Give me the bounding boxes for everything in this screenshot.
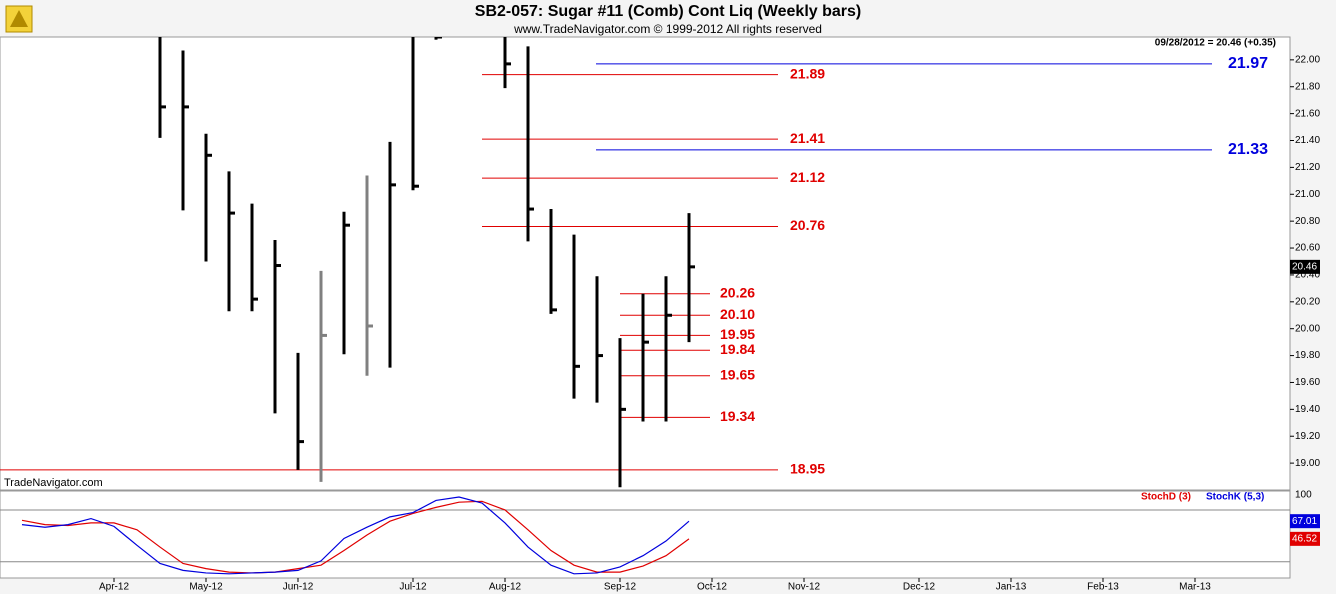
x-tick-label: May-12 (189, 582, 223, 593)
y-tick-label: 19.80 (1295, 350, 1320, 361)
level-label: 18.95 (790, 461, 825, 477)
last-value-box (1290, 531, 1320, 546)
level-label: 21.89 (790, 65, 825, 81)
level-label: 20.10 (720, 306, 755, 322)
x-tick-label: Apr-12 (99, 582, 129, 593)
y-tick-label: 20.40 (1295, 270, 1320, 281)
y-tick-label: 19.00 (1295, 458, 1320, 469)
y-tick-label: 21.40 (1295, 135, 1320, 146)
stoch-line (21, 500, 690, 574)
watermark: TradeNavigator.com (4, 477, 103, 489)
level-label: 19.65 (720, 366, 755, 382)
y-tick-label: 20.60 (1295, 243, 1320, 254)
x-tick-label: Nov-12 (788, 582, 821, 593)
stoch-panel (0, 490, 1291, 579)
logo (5, 5, 33, 33)
y-tick-label: 19.60 (1295, 377, 1320, 388)
level-label: 21.41 (790, 130, 825, 146)
subtitle: www.TradeNavigator.com © 1999-2012 All r… (513, 22, 822, 36)
level-label: 21.33 (1228, 141, 1268, 158)
last-value-box (1290, 514, 1320, 529)
y-tick-label: 21.80 (1295, 81, 1320, 92)
x-tick-label: Mar-13 (1179, 582, 1211, 593)
y-tick-label: 19.20 (1295, 431, 1320, 442)
x-tick-label: Feb-13 (1087, 582, 1119, 593)
last-price-label: 20.46 (1292, 262, 1317, 273)
price-panel (0, 36, 1291, 491)
y-tick-label: 21.20 (1295, 162, 1320, 173)
last-value-label: 46.52 (1292, 533, 1317, 544)
level-label: 19.95 (720, 326, 755, 342)
x-tick-label: Jun-12 (283, 582, 314, 593)
level-label: 20.76 (790, 217, 825, 233)
x-tick-label: Jan-13 (996, 582, 1027, 593)
y-tick-label: 21.00 (1295, 189, 1320, 200)
price-info: 09/28/2012 = 20.46 (+0.35) (1155, 38, 1276, 49)
level-label: 21.97 (1228, 55, 1268, 72)
y-tick-label: 20.00 (1295, 323, 1320, 334)
y-tick-label: 22.00 (1295, 54, 1320, 65)
last-value-label: 67.01 (1292, 516, 1317, 527)
x-tick-label: Aug-12 (489, 582, 522, 593)
legend-entry: StochD (3) (1141, 492, 1191, 503)
x-tick-label: Sep-12 (604, 582, 637, 593)
legend-entry: StochK (5,3) (1206, 492, 1264, 503)
y-tick-label: 21.60 (1295, 108, 1320, 119)
level-label: 20.26 (720, 284, 755, 300)
x-tick-label: Oct-12 (697, 582, 727, 593)
level-label: 19.34 (720, 408, 755, 424)
stoch-line (21, 496, 690, 575)
level-label: 21.12 (790, 169, 825, 185)
x-tick-label: Jul-12 (399, 582, 427, 593)
y-tick-label: 20.80 (1295, 216, 1320, 227)
last-price-box (1290, 259, 1320, 274)
y-tick-label: 20.20 (1295, 296, 1320, 307)
x-tick-label: Dec-12 (903, 582, 936, 593)
chart-title: SB2-057: Sugar #11 (Comb) Cont Liq (Week… (475, 3, 861, 20)
level-label: 19.84 (720, 341, 755, 357)
y-tick-label: 19.40 (1295, 404, 1320, 415)
y-tick-label: 100 (1295, 489, 1312, 500)
